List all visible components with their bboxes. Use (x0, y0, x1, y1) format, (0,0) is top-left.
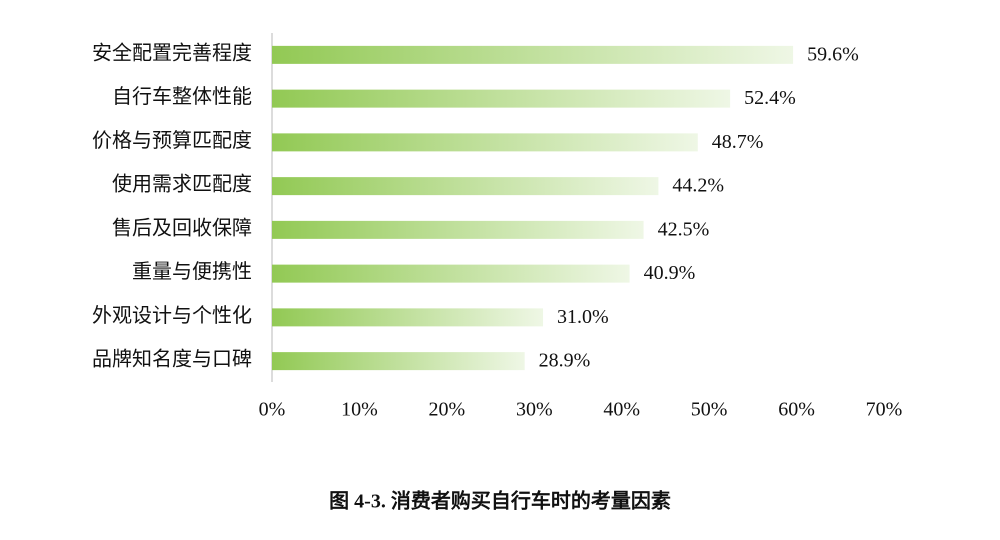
value-label: 40.9% (644, 262, 696, 284)
x-tick-label: 30% (516, 399, 553, 421)
x-tick-label: 40% (603, 399, 640, 421)
bar (272, 264, 630, 283)
y-tick-label: 安全配置完善程度 (92, 41, 252, 64)
x-tick-label: 10% (341, 399, 378, 421)
x-tick-label: 20% (429, 399, 466, 421)
bar (272, 308, 544, 327)
bar (272, 177, 659, 196)
value-label: 42.5% (658, 218, 710, 240)
x-tick-label: 0% (259, 399, 286, 421)
y-tick-label: 外观设计与个性化 (92, 304, 252, 327)
bar (272, 352, 525, 371)
value-label: 44.2% (672, 175, 724, 197)
chart-title: 图 4-3. 消费者购买自行车时的考量因素 (329, 489, 671, 513)
bar (272, 89, 731, 108)
value-label: 48.7% (712, 131, 764, 153)
x-tick-label: 50% (691, 399, 728, 421)
y-tick-label: 价格与预算匹配度 (92, 129, 252, 152)
value-label: 59.6% (807, 43, 859, 65)
value-label: 28.9% (539, 350, 591, 372)
bar (272, 133, 698, 152)
bar (272, 45, 794, 64)
value-label: 52.4% (744, 87, 796, 109)
y-tick-label: 重量与便携性 (132, 260, 252, 283)
value-label: 31.0% (557, 306, 609, 328)
y-tick-label: 售后及回收保障 (112, 216, 252, 239)
x-tick-label: 60% (778, 399, 815, 421)
x-tick-label: 70% (866, 399, 903, 421)
y-tick-label: 品牌知名度与口碑 (92, 348, 252, 371)
y-tick-label: 自行车整体性能 (112, 85, 252, 108)
bar (272, 220, 644, 239)
y-tick-label: 使用需求匹配度 (112, 173, 252, 196)
